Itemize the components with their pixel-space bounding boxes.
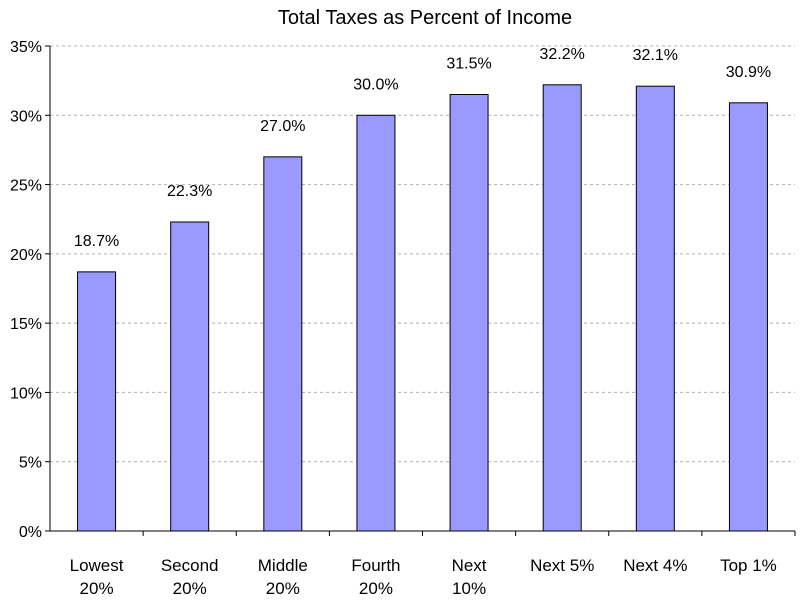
y-tick-label: 25%: [10, 178, 42, 195]
data-label: 31.5%: [446, 56, 491, 73]
axes: [49, 46, 795, 532]
bars: [77, 84, 768, 532]
x-category-label: 20%: [359, 579, 393, 598]
gridlines: [50, 45, 795, 463]
data-label: 32.2%: [540, 46, 585, 63]
data-label: 32.1%: [633, 47, 678, 64]
x-category-label: 20%: [80, 579, 114, 598]
y-tick-label: 5%: [19, 455, 42, 472]
x-category-label: Next 5%: [530, 556, 594, 575]
y-axis-ticks: 0% 5% 10% 15% 20% 25% 30% 35%: [10, 39, 50, 541]
data-label: 18.7%: [74, 233, 119, 250]
bar: [542, 84, 582, 532]
x-category-label: 20%: [266, 579, 300, 598]
x-category-label: 10%: [452, 579, 486, 598]
data-label: 30.0%: [353, 76, 398, 93]
x-category-label: Next: [452, 556, 487, 575]
data-label: 27.0%: [260, 118, 305, 135]
data-label: 30.9%: [726, 64, 771, 81]
y-tick-label: 15%: [10, 316, 42, 333]
chart-title: Total Taxes as Percent of Income: [278, 7, 572, 29]
bar: [449, 94, 489, 532]
x-axis-categories: Lowest 20% Second 20% Middle 20% Fourth 20% Next…: [70, 531, 796, 598]
bar: [728, 102, 768, 532]
data-labels: 18.7% 22.3% 27.0% 30.0% 31.5% 32.2% 32.1% 30.9%: [74, 46, 771, 250]
y-tick-label: 30%: [10, 108, 42, 125]
y-tick-label: 35%: [10, 39, 42, 56]
bar: [263, 156, 303, 532]
x-category-label: Next 4%: [623, 556, 687, 575]
x-category-label: Top 1%: [720, 556, 777, 575]
x-category-label: Fourth: [351, 556, 400, 575]
x-category-label: Middle: [258, 556, 308, 575]
x-category-label: Lowest: [70, 556, 124, 575]
bar: [635, 85, 675, 532]
bar: [77, 271, 117, 532]
bar: [356, 114, 396, 532]
data-label: 22.3%: [167, 183, 212, 200]
bar: [170, 221, 210, 532]
x-category-label: Second: [161, 556, 219, 575]
y-tick-label: 0%: [19, 524, 42, 541]
x-category-label: 20%: [173, 579, 207, 598]
y-tick-label: 20%: [10, 247, 42, 264]
y-tick-label: 10%: [10, 385, 42, 402]
